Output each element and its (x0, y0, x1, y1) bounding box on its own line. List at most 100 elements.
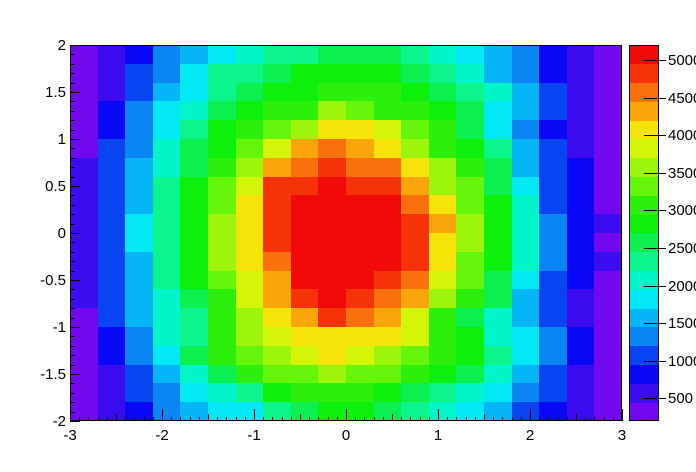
heatmap-cell (208, 139, 237, 159)
heatmap-cell (456, 270, 485, 290)
heatmap-cell (208, 214, 237, 234)
y-axis-tick (70, 251, 75, 253)
heatmap-cell (208, 251, 237, 272)
heatmap-cell (511, 383, 540, 403)
heatmap-cell (373, 251, 402, 272)
x-axis-tick (290, 417, 292, 421)
y-axis-tick (70, 411, 75, 413)
heatmap-cell (594, 101, 623, 121)
y-axis-tick (70, 233, 80, 234)
x-axis-tick (401, 417, 403, 421)
heatmap-cell (125, 270, 154, 290)
heatmap-cell (539, 82, 568, 102)
y-axis-tick (70, 270, 75, 272)
heatmap-cell (125, 139, 154, 159)
heatmap-cell (401, 383, 430, 403)
heatmap-cell (318, 289, 347, 309)
heatmap-cell (484, 289, 513, 309)
y-axis-tick (70, 92, 80, 93)
x-axis-tick (189, 417, 191, 421)
heatmap-cell (346, 308, 375, 328)
heatmap-cell (290, 45, 319, 65)
heatmap-cell (97, 157, 126, 178)
y-axis-tick-label: 2 (57, 37, 66, 54)
heatmap-cell (594, 45, 623, 65)
heatmap-cell (484, 364, 513, 384)
y-axis-tick (70, 101, 75, 103)
heatmap-cell (594, 364, 623, 384)
heatmap-cell (511, 270, 540, 290)
heatmap-cell (318, 45, 347, 65)
heatmap-cell (401, 101, 430, 121)
heatmap-cell (346, 233, 375, 253)
x-axis-tick (125, 417, 127, 421)
heatmap-cell (180, 214, 209, 234)
heatmap-cell (566, 214, 595, 234)
heatmap-cell (290, 176, 319, 196)
heatmap-cell (70, 289, 99, 309)
heatmap-cell (70, 364, 99, 384)
colorbar-tick-label: 2000 (668, 277, 696, 295)
heatmap-cell (208, 45, 237, 65)
heatmap-cell (594, 308, 623, 328)
x-axis-tick (557, 417, 559, 421)
heatmap-cell (346, 120, 375, 140)
heatmap-cell (180, 383, 209, 403)
heatmap-cell (180, 308, 209, 328)
heatmap-cell (428, 63, 457, 84)
heatmap-cell (401, 82, 430, 102)
colorbar-band (629, 308, 659, 328)
heatmap-cell (290, 345, 319, 366)
heatmap-cell (152, 364, 181, 384)
heatmap-cell (263, 308, 292, 328)
heatmap-cell (97, 364, 126, 384)
heatmap-cell (484, 176, 513, 196)
heatmap-cell (235, 195, 264, 215)
x-axis-tick (419, 417, 421, 421)
x-axis-tick (428, 417, 430, 421)
heatmap-cell (539, 195, 568, 215)
heatmap-cell (70, 139, 99, 159)
heatmap-cell (511, 402, 540, 422)
colorbar-band (629, 157, 659, 178)
heatmap-cell (263, 63, 292, 84)
y-axis-tick (70, 73, 75, 75)
heatmap-cell (566, 308, 595, 328)
colorbar-band (629, 139, 659, 159)
heatmap-cell (70, 157, 99, 178)
colorbar-band (629, 327, 659, 347)
heatmap-cell (208, 63, 237, 84)
heatmap-cell (456, 289, 485, 309)
heatmap-cell (484, 139, 513, 159)
heatmap-cell (428, 139, 457, 159)
y-axis-tick (70, 54, 75, 56)
x-axis-tick (585, 417, 587, 421)
y-axis-tick (70, 308, 75, 310)
heatmap-cell (263, 233, 292, 253)
colorbar-tick (644, 135, 666, 137)
heatmap-cell (290, 101, 319, 121)
heatmap-cell (594, 176, 623, 196)
heatmap-cell (539, 45, 568, 65)
y-axis-tick (70, 327, 80, 328)
heatmap-cell (152, 383, 181, 403)
y-axis-tick (70, 392, 75, 394)
heatmap-cell (401, 270, 430, 290)
heatmap-cell (125, 327, 154, 347)
x-axis-tick (594, 417, 596, 421)
heatmap-cell (318, 157, 347, 178)
heatmap-cell (70, 345, 99, 366)
heatmap-cell (70, 383, 99, 403)
heatmap-cell (208, 327, 237, 347)
heatmap-cell (401, 214, 430, 234)
colorbar-tick (644, 97, 666, 99)
heatmap-cell (70, 251, 99, 272)
heatmap-cell (346, 139, 375, 159)
heatmap-cell (373, 63, 402, 84)
heatmap-cell (152, 327, 181, 347)
x-axis-tick (318, 417, 320, 421)
heatmap-cell (484, 308, 513, 328)
heatmap-cell (511, 120, 540, 140)
heatmap-cell (290, 214, 319, 234)
heatmap-cell (511, 308, 540, 328)
